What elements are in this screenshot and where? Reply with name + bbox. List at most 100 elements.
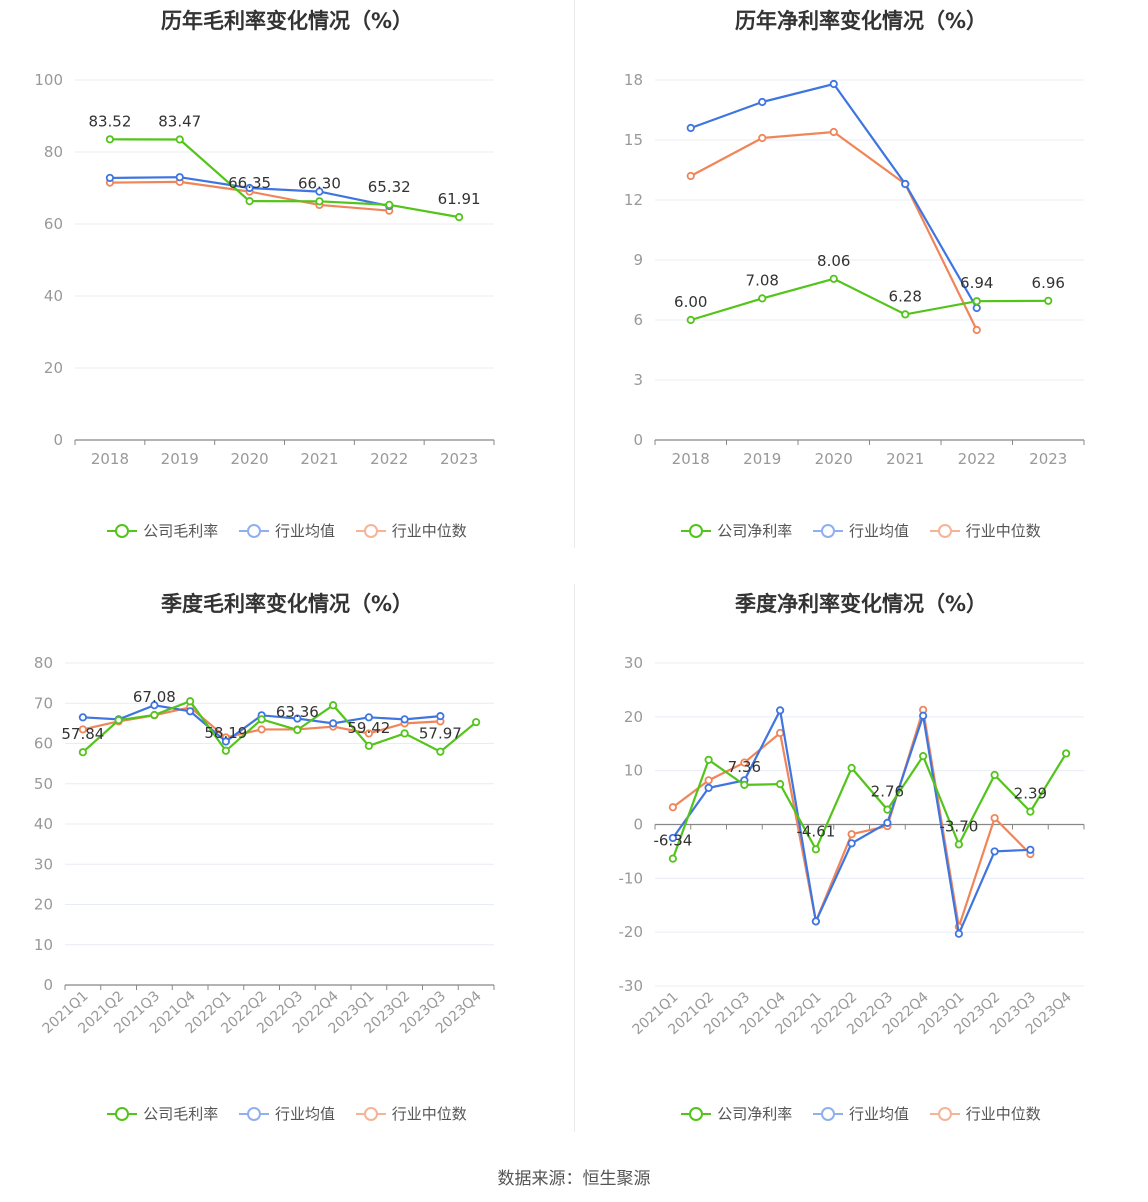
legend-average-icon xyxy=(812,523,843,538)
data-point-industry-median xyxy=(847,830,856,839)
chart-title: 季度毛利率变化情况（%） xyxy=(160,592,414,616)
chart-panel-quarterly-gross-margin: 季度毛利率变化情况（%） 0 10 20 30 40 50 60 70 80 2021Q1 2021… xyxy=(0,584,574,1164)
y-tick-label: 40 xyxy=(34,815,53,833)
data-label: 6.00 xyxy=(674,293,707,311)
y-tick-label: 18 xyxy=(624,71,643,89)
y-tick-label: 30 xyxy=(34,855,53,873)
line-chart: 010203040506070802021Q12021Q22021Q32021Q… xyxy=(34,654,495,1037)
data-label: 57.97 xyxy=(419,725,462,743)
y-tick-label: 0 xyxy=(633,431,643,449)
data-point-company xyxy=(704,755,713,764)
legend-item-company[interactable]: 公司毛利率 xyxy=(107,520,218,541)
data-label: 6.28 xyxy=(889,287,922,305)
legend-company-icon xyxy=(681,523,712,538)
y-tick-label: 9 xyxy=(633,251,643,269)
legend-item-industry-average[interactable]: 行业均值 xyxy=(812,1103,909,1124)
data-point-company xyxy=(293,725,302,735)
data-point-industry-average xyxy=(901,179,910,189)
legend-label: 行业中位数 xyxy=(965,522,1041,540)
legend-label: 公司毛利率 xyxy=(143,522,219,540)
data-point-company xyxy=(668,854,677,863)
chart-title: 历年净利率变化情况（%） xyxy=(734,9,988,33)
data-point-company xyxy=(811,845,820,854)
y-tick-label: 15 xyxy=(624,131,643,149)
data-point-industry-median xyxy=(78,725,87,734)
y-tick-label: 20 xyxy=(624,708,643,726)
legend-average-icon xyxy=(238,523,269,538)
data-point-industry-median xyxy=(990,813,999,823)
legend-median-icon xyxy=(929,1106,960,1121)
y-tick-label: 3 xyxy=(633,371,643,389)
legend-label: 行业均值 xyxy=(848,522,909,540)
data-point-industry-median xyxy=(740,758,749,767)
series-line-company xyxy=(82,699,477,754)
data-point-company xyxy=(758,294,767,303)
chart-panel-annual-net-margin: 历年净利率变化情况（%） 0 3 6 9 12 15 18 2018 2019 2020 2021 2… xyxy=(574,0,1148,580)
data-label: 61.91 xyxy=(438,190,481,208)
data-point-company xyxy=(175,135,184,144)
data-point-industry-average xyxy=(990,847,999,856)
series-line-industry-average xyxy=(690,82,978,309)
data-point-company xyxy=(919,752,928,761)
y-tick-label: 10 xyxy=(34,936,53,954)
data-label: 66.35 xyxy=(228,174,271,192)
data-point-industry-average xyxy=(758,97,767,107)
legend-item-company[interactable]: 公司净利率 xyxy=(681,520,792,541)
data-point-industry-average xyxy=(221,737,230,746)
legend-item-industry-median[interactable]: 行业中位数 xyxy=(355,1103,467,1124)
data-point-industry-average xyxy=(829,79,838,89)
series-line-company xyxy=(671,752,1068,860)
data-point-industry-median xyxy=(257,725,266,734)
x-tick-label: 2022 xyxy=(958,450,996,468)
series-line-company xyxy=(690,277,1049,322)
data-point-company xyxy=(972,297,981,306)
data-point-industry-average xyxy=(150,701,159,710)
x-tick-label: 2023 xyxy=(440,450,478,468)
y-tick-label: 100 xyxy=(34,71,63,89)
data-point-industry-average xyxy=(315,187,324,196)
data-point-industry-median xyxy=(364,729,373,738)
y-tick-label: 10 xyxy=(624,762,643,780)
y-tick-label: 40 xyxy=(44,287,63,305)
data-label: 59.42 xyxy=(347,719,390,737)
data-point-industry-median xyxy=(758,133,767,143)
legend-item-company[interactable]: 公司毛利率 xyxy=(107,1103,218,1124)
y-tick-label: 60 xyxy=(44,215,63,233)
x-tick-label: 2023 xyxy=(1029,450,1067,468)
legend-item-industry-median[interactable]: 行业中位数 xyxy=(929,1103,1041,1124)
data-label: 8.06 xyxy=(817,252,850,270)
data-point-company xyxy=(847,763,856,773)
legend-item-industry-median[interactable]: 行业中位数 xyxy=(355,520,467,541)
legend-item-industry-average[interactable]: 行业均值 xyxy=(238,520,335,541)
data-point-industry-average xyxy=(883,818,892,827)
x-tick-label: 2022 xyxy=(370,450,408,468)
data-point-industry-median xyxy=(776,728,785,738)
data-point-company xyxy=(740,780,749,789)
legend-item-industry-median[interactable]: 行业中位数 xyxy=(929,520,1041,541)
data-label: 57.84 xyxy=(61,725,104,743)
legend-item-company[interactable]: 公司净利率 xyxy=(681,1103,792,1124)
y-tick-label: 20 xyxy=(34,896,53,914)
data-point-company xyxy=(776,780,785,789)
data-label: 66.30 xyxy=(298,174,341,192)
data-point-industry-average xyxy=(847,839,856,848)
data-point-industry-average xyxy=(175,173,184,182)
legend-item-industry-average[interactable]: 行业均值 xyxy=(812,520,909,541)
data-point-company xyxy=(1044,296,1053,305)
legend-average-icon xyxy=(812,1106,843,1121)
legend-item-industry-average[interactable]: 行业均值 xyxy=(238,1103,335,1124)
data-point-industry-median xyxy=(668,803,677,812)
chart-legend: 公司毛利率 行业均值 行业中位数 xyxy=(0,520,574,542)
data-point-company xyxy=(472,718,481,727)
data-point-industry-average xyxy=(245,183,254,193)
data-point-industry-median xyxy=(704,776,713,785)
y-tick-label: -30 xyxy=(619,977,644,995)
y-tick-label: 12 xyxy=(624,191,643,209)
y-tick-label: 30 xyxy=(624,654,643,672)
y-tick-label: 70 xyxy=(34,694,53,712)
data-point-company xyxy=(329,701,338,710)
data-label: 63.36 xyxy=(276,703,319,721)
data-point-company xyxy=(78,748,87,757)
chart-title: 季度净利率变化情况（%） xyxy=(734,592,988,616)
legend-label: 行业均值 xyxy=(274,1105,335,1123)
